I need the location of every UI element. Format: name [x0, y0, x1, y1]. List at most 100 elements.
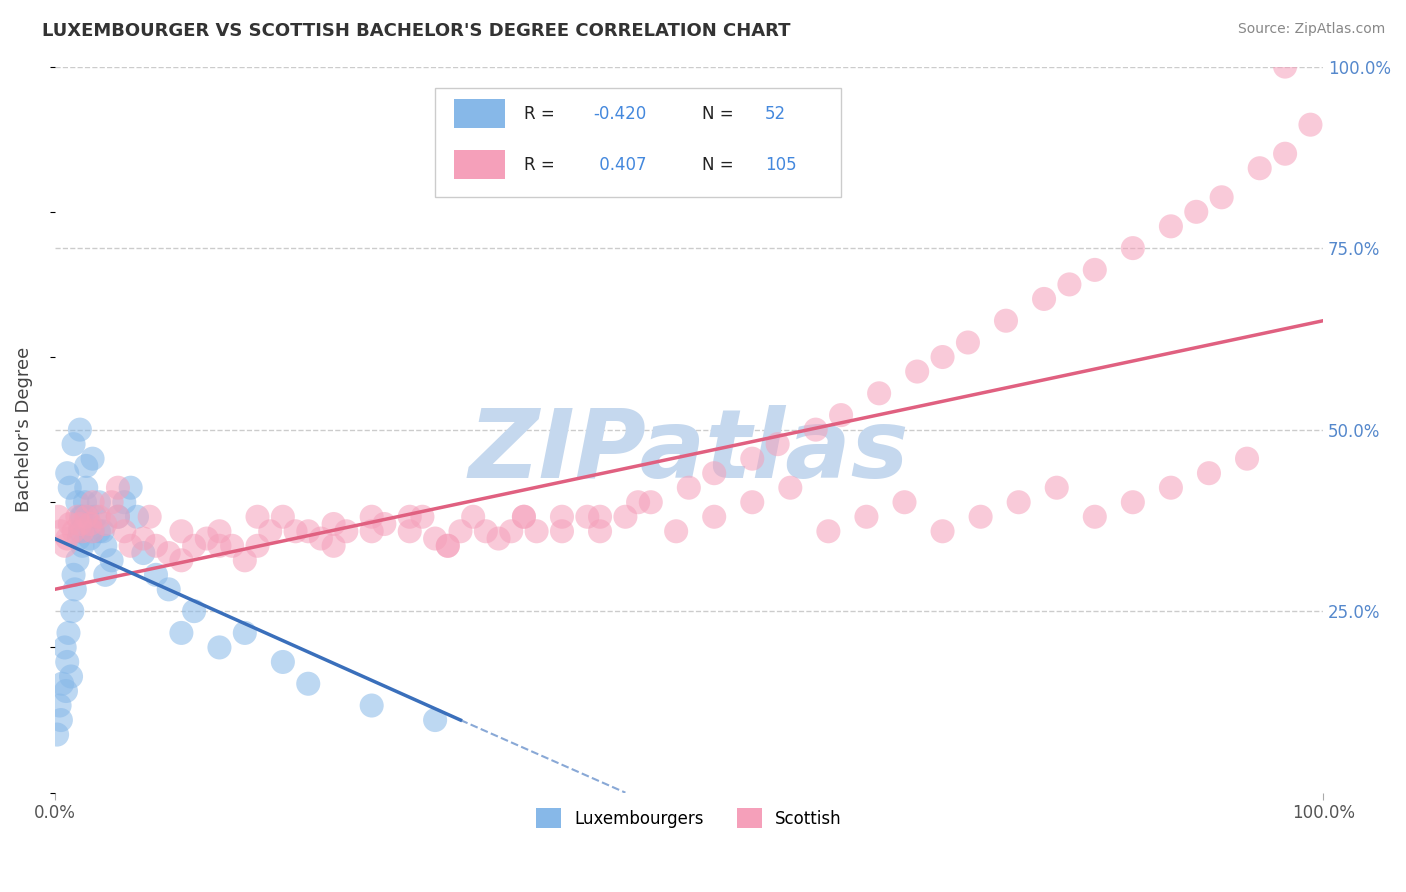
Point: [411, 509, 433, 524]
Point: [79, 516, 101, 531]
Point: [779, 481, 801, 495]
Point: [1198, 466, 1220, 480]
Point: [183, 604, 205, 618]
Text: N =: N =: [702, 104, 738, 123]
Point: [170, 524, 193, 539]
Point: [120, 539, 142, 553]
Point: [70, 509, 93, 524]
Text: LUXEMBOURGER VS SCOTTISH BACHELOR'S DEGREE CORRELATION CHART: LUXEMBOURGER VS SCOTTISH BACHELOR'S DEGR…: [42, 22, 790, 40]
Point: [132, 546, 155, 560]
Point: [360, 509, 382, 524]
Point: [1236, 451, 1258, 466]
Point: [817, 524, 839, 539]
Point: [107, 481, 129, 495]
Point: [82, 524, 104, 539]
Point: [322, 539, 344, 553]
Point: [1211, 190, 1233, 204]
Point: [233, 626, 256, 640]
Point: [82, 495, 104, 509]
Point: [905, 365, 928, 379]
Text: R =: R =: [524, 155, 560, 174]
Point: [60, 669, 83, 683]
Point: [107, 509, 129, 524]
Point: [501, 524, 523, 539]
Point: [398, 524, 420, 539]
Point: [830, 408, 852, 422]
Point: [183, 539, 205, 553]
Point: [145, 567, 167, 582]
Point: [551, 509, 574, 524]
Point: [208, 524, 231, 539]
Text: 0.407: 0.407: [593, 155, 647, 174]
Point: [271, 655, 294, 669]
Point: [1185, 204, 1208, 219]
Point: [614, 509, 637, 524]
Point: [475, 524, 498, 539]
Point: [76, 509, 98, 524]
Point: [75, 481, 97, 495]
Point: [69, 423, 91, 437]
Point: [53, 539, 76, 553]
Point: [62, 567, 84, 582]
Point: [59, 516, 82, 531]
Point: [259, 524, 281, 539]
Point: [956, 335, 979, 350]
Point: [589, 509, 612, 524]
Point: [423, 532, 446, 546]
Point: [66, 495, 89, 509]
Point: [87, 509, 110, 524]
Point: [1033, 292, 1056, 306]
Point: [360, 698, 382, 713]
Point: [87, 495, 110, 509]
Point: [49, 713, 72, 727]
Point: [1084, 509, 1107, 524]
Point: [84, 509, 107, 524]
Point: [551, 524, 574, 539]
Point: [589, 524, 612, 539]
Point: [221, 539, 243, 553]
Point: [132, 532, 155, 546]
Point: [741, 495, 763, 509]
Point: [513, 509, 536, 524]
Point: [79, 532, 101, 546]
Point: [1122, 241, 1144, 255]
Point: [322, 516, 344, 531]
Point: [1084, 263, 1107, 277]
Point: [100, 553, 122, 567]
Point: [703, 509, 725, 524]
Point: [271, 509, 294, 524]
Point: [1249, 161, 1271, 176]
Point: [60, 604, 83, 618]
Point: [145, 539, 167, 553]
Point: [436, 539, 458, 553]
Point: [1160, 481, 1182, 495]
Point: [56, 466, 79, 480]
Point: [678, 481, 700, 495]
Point: [56, 532, 79, 546]
Point: [766, 437, 789, 451]
FancyBboxPatch shape: [434, 88, 841, 197]
Point: [75, 509, 97, 524]
Point: [94, 567, 117, 582]
Point: [72, 509, 94, 524]
Point: [66, 553, 89, 567]
Text: ZIPatlas: ZIPatlas: [468, 405, 910, 498]
Point: [48, 698, 70, 713]
Point: [855, 509, 877, 524]
Point: [66, 509, 89, 524]
Point: [195, 532, 218, 546]
Point: [138, 509, 160, 524]
Point: [1059, 277, 1081, 292]
Point: [208, 640, 231, 655]
Point: [893, 495, 915, 509]
Point: [627, 495, 650, 509]
Y-axis label: Bachelor's Degree: Bachelor's Degree: [15, 347, 32, 512]
Point: [91, 524, 114, 539]
Point: [297, 524, 319, 539]
Point: [423, 713, 446, 727]
Point: [741, 451, 763, 466]
Point: [994, 314, 1017, 328]
Text: N =: N =: [702, 155, 738, 174]
Point: [931, 350, 953, 364]
Point: [576, 509, 599, 524]
